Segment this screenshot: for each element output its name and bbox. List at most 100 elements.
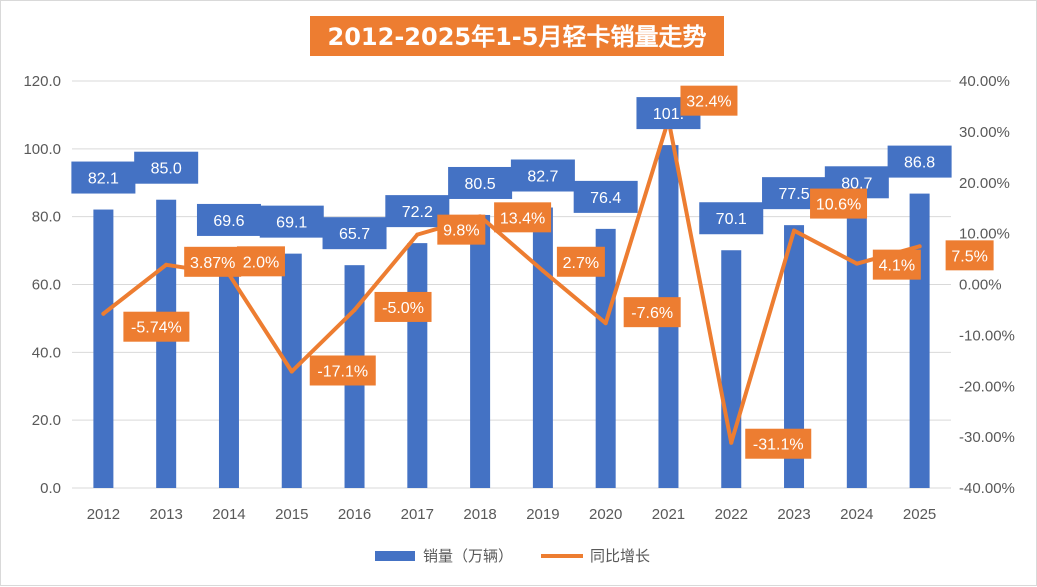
- y-left-tick-label: 60.0: [32, 277, 61, 294]
- line-label-box: [494, 202, 552, 233]
- bar: [846, 214, 867, 489]
- line-label-box: [236, 246, 285, 277]
- bar: [532, 207, 553, 489]
- line-label-box: [680, 85, 738, 116]
- legend-bar-label: 销量（万辆）: [423, 547, 513, 565]
- bar: [721, 250, 742, 488]
- x-tick-label: 2024: [840, 506, 873, 523]
- x-tick-label: 2021: [652, 506, 685, 523]
- bar-label: 76.4: [590, 190, 621, 207]
- line-label-box: [872, 249, 921, 280]
- y-left-tick-label: 0.0: [40, 480, 61, 497]
- y-right-tick-label: -40.00%: [959, 480, 1015, 497]
- y-left-tick-label: 20.0: [32, 412, 61, 429]
- bar-label: 72.2: [402, 204, 433, 221]
- line-label: 9.8%: [443, 223, 479, 240]
- line-label-box: [123, 311, 190, 342]
- line-label: -7.6%: [631, 305, 673, 322]
- bar-label-box: [322, 217, 387, 250]
- growth-point: [415, 232, 420, 237]
- bar-label: 82.1: [88, 171, 119, 188]
- bar-label: 82.7: [527, 169, 558, 186]
- growth-point: [289, 369, 294, 374]
- bar: [595, 228, 616, 489]
- legend-line-label: 同比增长: [590, 547, 650, 565]
- x-tick-label: 2014: [212, 506, 245, 523]
- line-label-box: [945, 240, 994, 271]
- line-label-box: [810, 188, 868, 219]
- line-label: 32.4%: [686, 94, 731, 111]
- y-right-tick-label: -20.00%: [959, 378, 1015, 395]
- line-label: 3.87%: [190, 255, 235, 272]
- bar-label: 86.8: [904, 155, 935, 172]
- line-label: -5.0%: [382, 300, 424, 317]
- bar-label-box: [196, 203, 261, 236]
- growth-point: [603, 321, 608, 326]
- y-right-tick-label: 20.00%: [959, 175, 1010, 192]
- x-tick-label: 2022: [715, 506, 748, 523]
- line-label: 4.1%: [879, 258, 915, 275]
- line-label: 10.6%: [816, 197, 861, 214]
- bar-label-box: [573, 180, 638, 213]
- line-label-box: [556, 246, 605, 277]
- line-label-box: [437, 214, 486, 245]
- y-right-tick-label: 10.00%: [959, 226, 1010, 243]
- x-tick-label: 2019: [526, 506, 559, 523]
- legend-bar-swatch: [375, 551, 415, 561]
- growth-point: [729, 440, 734, 445]
- y-right-tick-label: 40.00%: [959, 73, 1010, 90]
- growth-line: [101, 117, 922, 445]
- chart-title-box: [310, 16, 724, 56]
- line-label-box: [374, 291, 432, 322]
- bar: [470, 214, 491, 489]
- bar-label: 80.5: [465, 176, 496, 193]
- x-tick-label: 2020: [589, 506, 622, 523]
- x-tick-label: 2023: [777, 506, 810, 523]
- line-label: 13.4%: [500, 210, 545, 227]
- bar-label: 80.7: [841, 175, 872, 192]
- growth-point: [101, 311, 106, 316]
- bar-label: 69.1: [276, 215, 307, 232]
- bar: [218, 251, 239, 488]
- y-left-tick-label: 100.0: [23, 141, 61, 158]
- bar-label-box: [887, 145, 952, 178]
- x-tick-label: 2013: [149, 506, 182, 523]
- bar-label: 85.0: [151, 161, 182, 178]
- bar-label: 65.7: [339, 226, 370, 243]
- x-tick-label: 2025: [903, 506, 936, 523]
- bar-label: 69.6: [213, 213, 244, 230]
- y-left-tick-label: 80.0: [32, 209, 61, 226]
- bar-label-box: [510, 159, 575, 192]
- growth-point: [917, 244, 922, 249]
- line-label: 2.0%: [243, 254, 279, 271]
- y-right-tick-label: 30.00%: [959, 124, 1010, 141]
- bar-label-box: [259, 205, 324, 238]
- y-right-tick-label: 0.00%: [959, 277, 1002, 294]
- y-left-tick-label: 40.0: [32, 344, 61, 361]
- growth-point: [854, 261, 859, 266]
- x-tick-label: 2017: [401, 506, 434, 523]
- y-right-tick-label: -10.00%: [959, 327, 1015, 344]
- chart-title: 2012-2025年1-5月轻卡销量走势: [328, 23, 707, 51]
- bar-label-box: [71, 161, 136, 194]
- line-label: -17.1%: [317, 363, 368, 380]
- y-right-tick-label: -30.00%: [959, 429, 1015, 446]
- x-tick-label: 2012: [87, 506, 120, 523]
- bar-label-box: [699, 202, 764, 235]
- bar-label: 70.1: [716, 211, 747, 228]
- line-label: -5.74%: [131, 320, 182, 337]
- line-label: -31.1%: [753, 437, 804, 454]
- x-tick-label: 2015: [275, 506, 308, 523]
- growth-point: [540, 268, 545, 273]
- line-label: 2.7%: [563, 255, 599, 272]
- line-label-box: [309, 355, 376, 386]
- growth-point: [792, 228, 797, 233]
- line-label-box: [623, 297, 681, 328]
- bar: [784, 225, 805, 489]
- bar-label-box: [134, 151, 199, 184]
- bar: [909, 193, 930, 488]
- growth-point: [352, 307, 357, 312]
- line-label: 7.5%: [951, 248, 987, 265]
- line-label-box: [745, 428, 812, 459]
